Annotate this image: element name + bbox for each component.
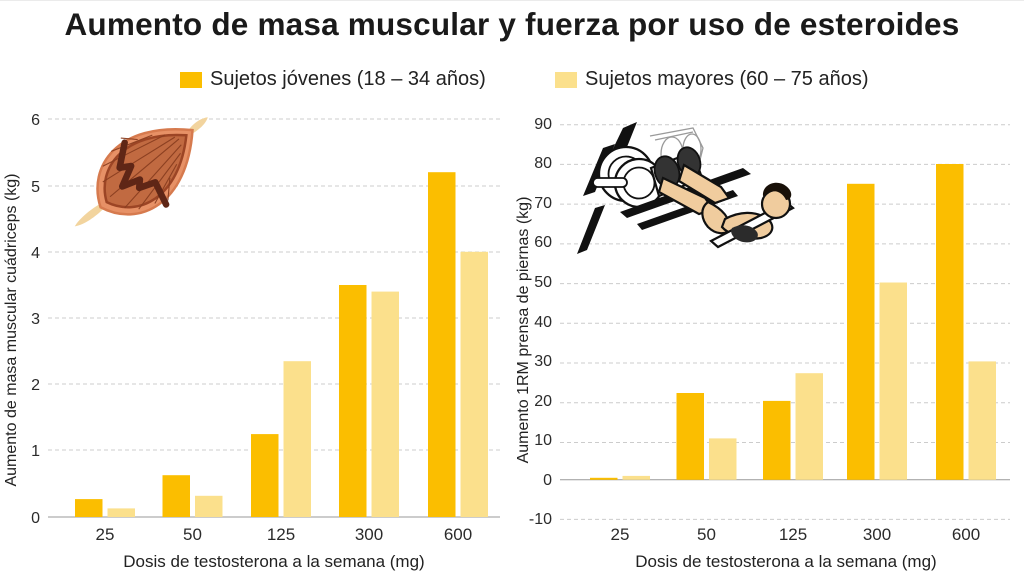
svg-text:3: 3 [31, 311, 40, 328]
svg-text:0: 0 [31, 510, 40, 527]
svg-text:1: 1 [31, 443, 40, 460]
svg-text:600: 600 [952, 525, 980, 544]
svg-text:40: 40 [534, 314, 552, 331]
svg-text:80: 80 [534, 155, 552, 172]
svg-text:50: 50 [534, 274, 552, 291]
svg-text:90: 90 [534, 116, 552, 133]
svg-text:2: 2 [31, 377, 40, 394]
svg-text:6: 6 [31, 112, 40, 129]
svg-text:10: 10 [534, 432, 552, 449]
svg-text:70: 70 [534, 195, 552, 212]
svg-text:20: 20 [534, 393, 552, 410]
svg-text:5: 5 [31, 179, 40, 196]
svg-text:125: 125 [267, 525, 295, 544]
svg-text:0: 0 [543, 472, 552, 489]
svg-text:300: 300 [355, 525, 383, 544]
svg-text:Dosis de testosterona a la sem: Dosis de testosterona a la semana (mg) [635, 552, 936, 571]
svg-text:125: 125 [779, 525, 807, 544]
svg-text:Aumento de masa muscular cuádr: Aumento de masa muscular cuádriceps (kg) [3, 173, 20, 486]
svg-text:-10: -10 [529, 511, 552, 528]
svg-text:4: 4 [31, 245, 40, 262]
svg-text:Aumento 1RM prensa de piernas: Aumento 1RM prensa de piernas (kg) [515, 197, 532, 464]
svg-text:25: 25 [96, 525, 115, 544]
svg-text:30: 30 [534, 353, 552, 370]
svg-text:25: 25 [611, 525, 630, 544]
svg-text:300: 300 [863, 525, 891, 544]
svg-text:50: 50 [697, 525, 716, 544]
svg-text:60: 60 [534, 234, 552, 251]
svg-text:50: 50 [183, 525, 202, 544]
svg-text:Dosis de testosterona a la sem: Dosis de testosterona a la semana (mg) [123, 552, 424, 571]
svg-text:600: 600 [444, 525, 472, 544]
